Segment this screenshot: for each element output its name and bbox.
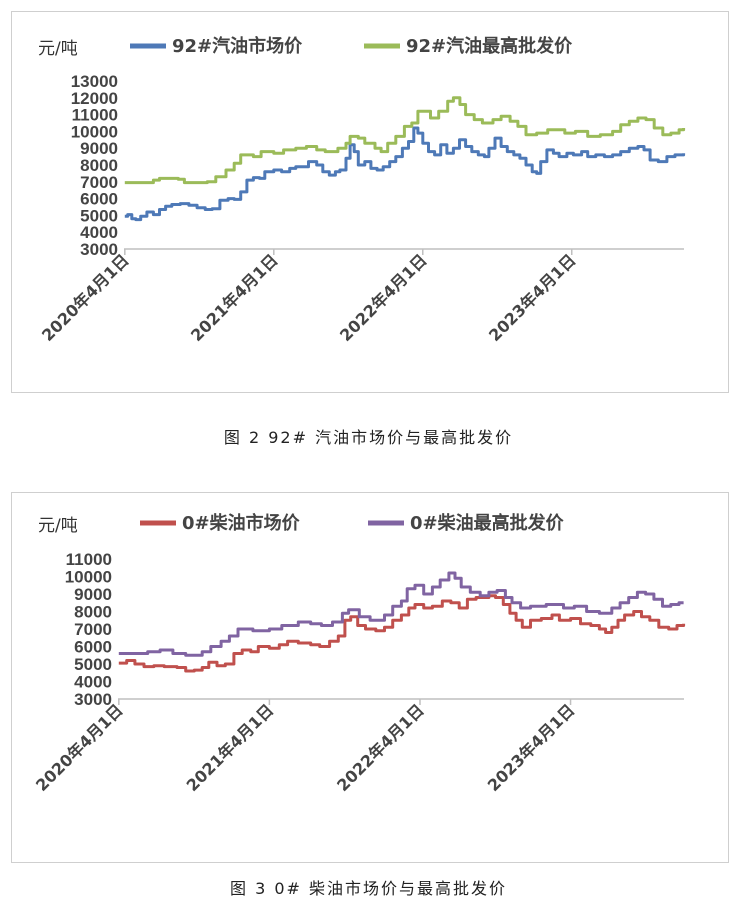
- y-tick-label: 5000: [80, 206, 118, 225]
- x-tick-label: 2023年4月1日: [485, 250, 580, 345]
- legend-label-1: 0#柴油市场价: [182, 512, 301, 534]
- y-tick-label: 7000: [74, 620, 112, 639]
- y-tick-label: 9000: [80, 139, 118, 158]
- legend-label-1: 92#汽油市场价: [172, 35, 303, 57]
- y-tick-label: 5000: [74, 655, 112, 674]
- y-tick-label: 6000: [80, 190, 118, 209]
- y-tick-label: 10000: [71, 122, 118, 141]
- legend-label-2: 0#柴油最高批发价: [410, 512, 565, 534]
- gasoline-chart-svg: 元/吨 3000400050006000700080009000100001100…: [38, 35, 686, 345]
- x-tick-label: 2020年4月1日: [32, 700, 127, 795]
- y-axis-unit-label: 元/吨: [38, 39, 78, 59]
- y-tick-label: 6000: [74, 638, 112, 657]
- series-line-2: [118, 571, 684, 657]
- x-tick-label: 2023年4月1日: [484, 700, 579, 795]
- y-tick-label: 8000: [74, 603, 112, 622]
- y-tick-label: 4000: [80, 223, 118, 242]
- x-tick-label: 2021年4月1日: [187, 250, 282, 345]
- y-tick-label: 4000: [74, 673, 112, 692]
- gasoline-price-chart: 元/吨 3000 4000 5000 6000 7000 8000 9000 10000 1100…: [11, 11, 729, 393]
- x-tick-label: 2022年4月1日: [333, 700, 428, 795]
- y-tick-label: 3000: [74, 690, 112, 709]
- series-line-1: [118, 594, 686, 673]
- figure-3-caption: 图 3 0# 柴油市场价与最高批发价: [229, 879, 508, 898]
- x-tick-label: 2020年4月1日: [38, 250, 133, 345]
- y-tick-label: 9000: [74, 585, 112, 604]
- y-tick-label: 13000: [71, 72, 118, 91]
- series-line-1: [124, 126, 686, 222]
- y-tick-label: 11000: [72, 106, 118, 125]
- diesel-price-chart: 元/吨 3000 4000 5000 6000 7000 8000 9000 10000 1100…: [11, 492, 729, 863]
- legend-label-2: 92#汽油最高批发价: [406, 35, 573, 57]
- x-tick-label: 2021年4月1日: [183, 700, 278, 795]
- y-tick-label: 10000: [65, 568, 112, 587]
- y-tick-label: 7000: [80, 173, 118, 192]
- y-tick-label: 8000: [80, 156, 118, 175]
- y-tick-label: 3000: [80, 240, 118, 259]
- y-tick-label: 12000: [71, 89, 118, 108]
- y-tick-label: 11000: [66, 550, 112, 569]
- x-tick-label: 2022年4月1日: [336, 250, 431, 345]
- figure-2-caption: 图 2 92# 汽油市场价与最高批发价: [223, 428, 514, 447]
- y-axis-unit-label: 元/吨: [38, 516, 78, 536]
- series-line-2: [124, 96, 686, 185]
- diesel-chart-svg: 元/吨 3000400050006000700080009000100001100…: [32, 512, 686, 795]
